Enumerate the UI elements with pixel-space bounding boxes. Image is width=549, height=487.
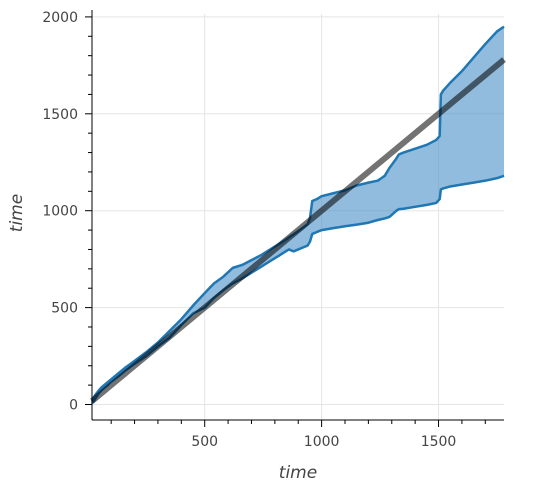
y-tick-label: 500 <box>51 301 78 317</box>
x-tick-label: 1000 <box>304 434 340 450</box>
y-axis-title: time <box>7 194 27 232</box>
identity-line <box>90 57 506 404</box>
x-tick-label: 1500 <box>421 434 457 450</box>
y-tick-label: 0 <box>69 397 78 413</box>
x-tick-label: 500 <box>191 434 218 450</box>
y-tick-label: 2000 <box>42 10 78 26</box>
x-axis-title: time <box>279 463 317 483</box>
axes <box>85 10 504 427</box>
reference-line <box>90 57 506 404</box>
y-tick-label: 1500 <box>42 107 78 123</box>
band-fill <box>92 26 504 404</box>
tick-labels: 500 1000 1500 0 500 1000 1500 2000 <box>42 10 456 450</box>
y-tick-label: 1000 <box>42 204 78 220</box>
